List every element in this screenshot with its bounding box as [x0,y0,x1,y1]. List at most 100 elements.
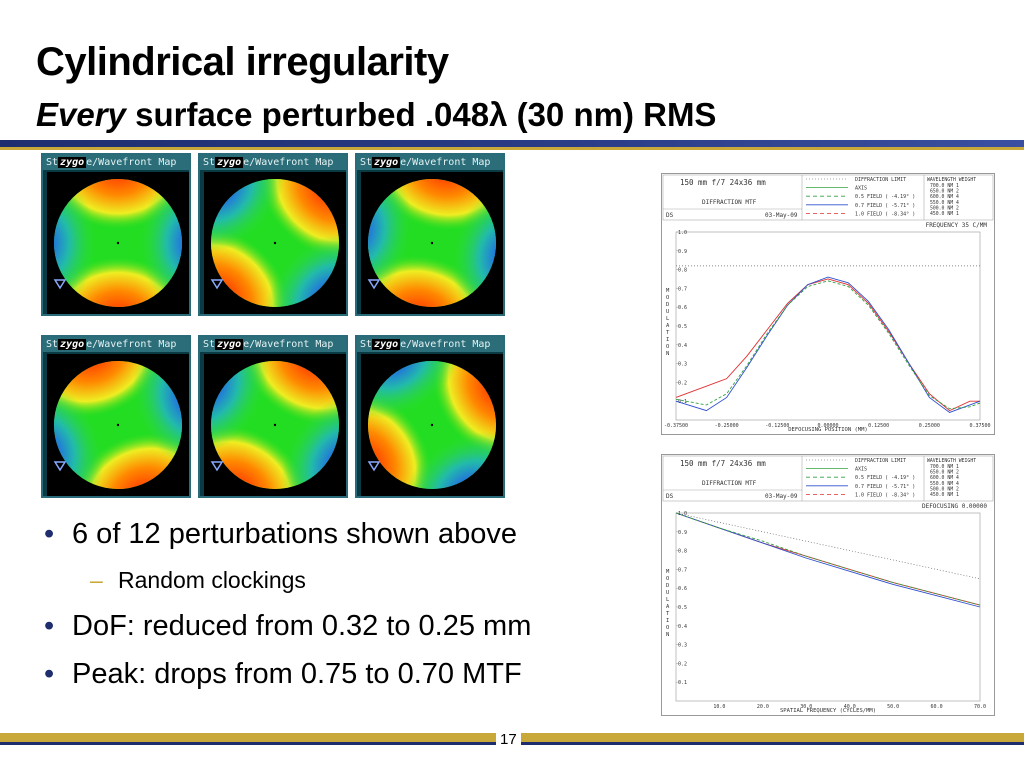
panel-title: e/Wavefront Map [400,157,491,168]
legend-entry: 1.0 FIELD ( -8.34° ) [855,211,915,217]
y-tick-label: 0.4 [678,343,687,349]
legend-entry: AXIS [855,467,867,473]
bullet-text: Random clockings [118,567,306,593]
x-tick-label: 40.0 [844,704,856,710]
zygo-logo: zygo [58,157,87,168]
wavefront-surface [210,361,339,489]
wavefront-surface [367,361,496,489]
panel-header: St zygo e/Wavefront Map [357,155,503,170]
date-label: 03-May-09 [765,212,798,219]
file-label: DS [666,212,674,219]
panel-prefix: St [46,339,59,350]
subtitle-text: surface perturbed .048λ (30 nm) RMS [125,96,717,133]
panel-header: St zygo e/Wavefront Map [200,337,346,352]
legend-entry: 1.0 FIELD ( -8.34° ) [855,492,915,498]
date-label: 03-May-09 [765,493,798,500]
bullet-text: 6 of 12 perturbations shown above [72,518,517,550]
y-tick-label: 0.8 [678,549,687,555]
wavefront-map [204,172,346,314]
y-tick-label: 0.1 [678,399,687,405]
zygo-logo: zygo [215,339,244,350]
through-focus-mtf-plot: 150 mm f/7 24x36 mm DIFFRACTION MTF DS 03-M… [661,173,995,435]
subtitle-emphasis: Every [36,96,126,133]
zygo-logo: zygo [372,157,401,168]
y-tick-label: 0.3 [678,643,687,649]
y-axis-letter: U [666,590,669,596]
legend-entry: DIFFRACTION LIMIT [855,177,906,183]
wavelength-entry: 700.0 NM 1 [930,183,959,189]
y-axis-letter: I [666,618,669,624]
marker-icon [210,279,224,290]
marker-icon [53,279,67,290]
y-axis-letter: D [666,583,669,589]
bullet-icon: • [44,610,55,642]
wavefront-map-panel: St zygo e/Wavefront Map [198,153,348,316]
wavefront-map [47,172,189,314]
y-tick-label: 0.6 [678,305,687,311]
panel-prefix: St [203,157,216,168]
x-tick-label: 30.0 [800,704,812,710]
legend-entry: 0.7 FIELD ( -5.71° ) [855,484,915,490]
mtf-series-line [675,276,981,413]
y-axis-letter: I [666,337,669,343]
x-tick-label: 0.25000 [919,423,940,429]
x-tick-label: 60.0 [931,704,943,710]
bullet-2: • DoF: reduced from 0.32 to 0.25 mm [44,610,531,643]
y-tick-label: 0.7 [678,567,687,573]
page-number: 17 [496,731,521,748]
y-axis-letter: O [666,344,669,350]
y-axis-letter: A [666,604,670,610]
plot-kind-label: DIFFRACTION MTF [702,480,757,487]
title-rule [0,140,1024,147]
panel-title: e/Wavefront Map [243,339,334,350]
marker-icon [210,461,224,472]
y-axis-letter: D [666,302,669,308]
panel-prefix: St [360,339,373,350]
x-axis-label: SPATIAL FREQUENCY (CYCLES/MM) [780,708,876,714]
mtf-series-line [675,512,981,608]
x-tick-label: -0.25000 [715,423,739,429]
y-tick-label: 0.9 [678,249,687,255]
y-tick-label: 0.5 [678,605,687,611]
legend-entry: DIFFRACTION LIMIT [855,458,906,464]
bullet-1: • 6 of 12 perturbations shown above [44,518,517,551]
y-axis-letter: L [666,316,670,322]
wavelength-entry: 450.0 NM 1 [930,211,959,217]
x-tick-label: 0.00000 [817,423,838,429]
wavefront-map [204,354,346,496]
y-axis-letter: N [666,351,669,357]
x-axis-label: DEFOCUSING POSITION (MM) [788,427,867,433]
marker-icon [53,461,67,472]
x-tick-label: 10.0 [713,704,725,710]
zygo-logo: zygo [372,339,401,350]
y-tick-label: 0.4 [678,624,687,630]
wavelength-entry: 600.0 NM 4 [930,194,959,200]
panel-header: St zygo e/Wavefront Map [43,155,189,170]
y-axis-letter: M [666,288,670,294]
y-tick-label: 0.9 [678,530,687,536]
wavelength-entry: 500.0 NM 2 [930,486,959,492]
marker-icon [367,461,381,472]
y-axis-letter: O [666,625,669,631]
dash-icon: – [90,567,103,593]
wavefront-map-panel: St zygo e/Wavefront Map [41,153,191,316]
wavelength-entry: 550.0 NM 4 [930,200,959,206]
y-tick-label: 0.1 [678,680,687,686]
wavefront-surface [367,179,496,307]
x-tick-label: 0.12500 [868,423,889,429]
wavefront-map-panel: St zygo e/Wavefront Map [198,335,348,498]
file-label: DS [666,493,674,500]
y-tick-label: 0.7 [678,286,687,292]
wavelength-entry: 650.0 NM 2 [930,470,959,476]
x-tick-label: 0.37500 [969,423,990,429]
y-tick-label: 1.0 [678,511,687,517]
wavefront-surface [53,179,182,307]
panel-prefix: St [46,157,59,168]
wavefront-map [47,354,189,496]
y-axis-letter: T [666,330,670,336]
lens-label: 150 mm f/7 24x36 mm [680,459,766,468]
wavelength-entry: 600.0 NM 4 [930,475,959,481]
diffraction-limit-line [675,512,981,580]
y-axis-letter: O [666,576,669,582]
panel-title: e/Wavefront Map [243,157,334,168]
